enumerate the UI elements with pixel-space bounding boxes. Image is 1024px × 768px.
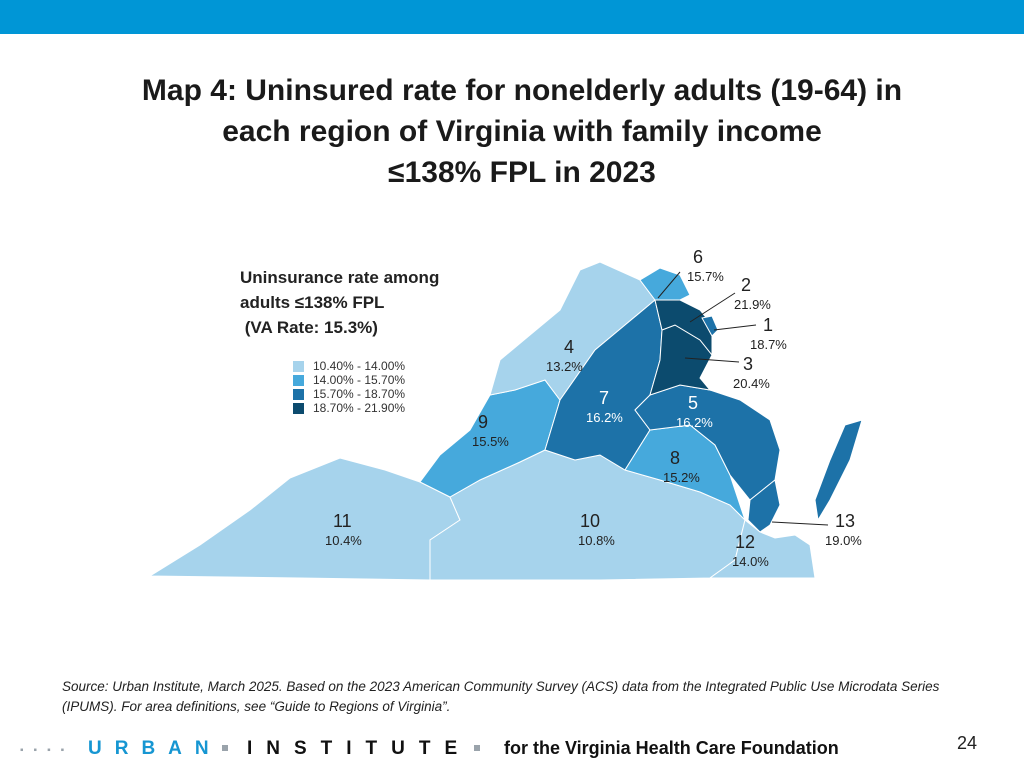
region-label-8: 8 15.2%	[663, 448, 707, 486]
region-label-10: 10 10.8%	[578, 511, 617, 549]
legend-item: 10.40% - 14.00%	[293, 359, 405, 373]
leader-line-6	[657, 271, 681, 299]
region-number: 9	[478, 412, 489, 432]
legend-title-line-3: (VA Rate: 15.3%)	[240, 318, 378, 337]
region-13-shape[interactable]	[747, 419, 863, 533]
legend-item: 18.70% - 21.90%	[293, 401, 405, 415]
title-line-2: each region of Virginia with family inco…	[222, 115, 822, 148]
region-rate: 21.9%	[734, 297, 771, 312]
legend-swatch	[293, 374, 304, 386]
region-number: 10	[580, 511, 601, 531]
institute-logo-text: INSTITUTE	[247, 738, 472, 759]
legend-title: Uninsurance rate among adults ≤138% FPL …	[240, 265, 439, 340]
title-line-3: ≤138% FPL in 2023	[388, 156, 656, 189]
region-label-12: 12 14.0%	[732, 532, 772, 570]
region-rate: 16.2%	[586, 410, 623, 425]
region-11-shape[interactable]	[148, 457, 461, 581]
page-title: Map 4: Uninsured rate for nonelderly adu…	[70, 70, 974, 193]
leader-line-13	[771, 521, 829, 526]
legend-swatch	[293, 360, 304, 372]
legend-swatch	[293, 402, 304, 414]
region-number: 8	[670, 448, 681, 468]
region-rate: 16.2%	[676, 415, 713, 430]
region-number: 6	[693, 247, 704, 267]
region-number: 11	[333, 511, 352, 531]
region-label-13: 13 19.0%	[825, 511, 872, 549]
foundation-credit: for the Virginia Health Care Foundation	[504, 738, 839, 758]
urban-logo-text: URBAN	[88, 738, 222, 759]
leader-line-1	[713, 324, 757, 331]
region-label-5: 5 16.2%	[676, 393, 725, 431]
footer-separator	[222, 745, 228, 751]
top-bar	[0, 0, 1024, 34]
region-number: 5	[688, 393, 699, 413]
leader-line-2	[689, 292, 736, 323]
legend-item: 14.00% - 15.70%	[293, 373, 405, 387]
title-line-1: Map 4: Uninsured rate for nonelderly adu…	[141, 74, 903, 107]
legend-title-line-2: adults ≤138% FPL	[240, 293, 385, 312]
region-rate: 15.2%	[663, 470, 700, 485]
legend-label: 10.40% - 14.00%	[313, 359, 406, 373]
region-label-6: 6 15.7%	[687, 247, 730, 285]
footer-separator	[474, 745, 480, 751]
region-rate: 14.0%	[732, 554, 769, 569]
footer-dots: ▪▪▪▪	[20, 745, 75, 756]
source-note: Source: Urban Institute, March 2025. Bas…	[62, 679, 940, 714]
region-label-11: 11 10.4%	[325, 511, 370, 549]
page-number: 24	[957, 733, 978, 753]
region-label-2: 2 21.9%	[734, 275, 778, 313]
region-number: 1	[763, 315, 774, 335]
leader-line-3	[684, 357, 740, 363]
region-rate: 18.7%	[750, 337, 787, 352]
region-number: 7	[599, 388, 610, 408]
legend-label: 18.70% - 21.90%	[313, 401, 406, 415]
region-number: 4	[564, 337, 575, 357]
region-6-shape[interactable]	[639, 267, 691, 301]
region-number: 3	[743, 354, 754, 374]
legend-label: 14.00% - 15.70%	[313, 373, 406, 387]
legend-swatch	[293, 388, 304, 400]
legend-item: 15.70% - 18.70%	[293, 387, 405, 401]
region-rate: 19.0%	[825, 533, 862, 548]
region-rate: 15.7%	[687, 269, 724, 284]
region-label-3: 3 20.4%	[733, 354, 780, 392]
region-rate: 20.4%	[733, 376, 770, 391]
region-rate: 13.2%	[546, 359, 583, 374]
region-rate: 15.5%	[472, 434, 509, 449]
region-label-1: 1 18.7%	[750, 315, 800, 353]
region-rate: 10.4%	[325, 533, 362, 548]
region-number: 2	[741, 275, 752, 295]
region-label-9: 9 15.5%	[472, 412, 515, 450]
map-legend: 10.40% - 14.00% 14.00% - 15.70% 15.70% -…	[293, 359, 405, 415]
region-number: 13	[835, 511, 856, 531]
region-number: 12	[735, 532, 756, 552]
region-rate: 10.8%	[578, 533, 615, 548]
legend-label: 15.70% - 18.70%	[313, 387, 406, 401]
legend-title-line-1: Uninsurance rate among	[240, 268, 440, 287]
region-label-7: 7 16.2%	[586, 388, 636, 426]
region-12-shape[interactable]	[708, 519, 816, 579]
region-label-4: 4 13.2%	[546, 337, 601, 375]
